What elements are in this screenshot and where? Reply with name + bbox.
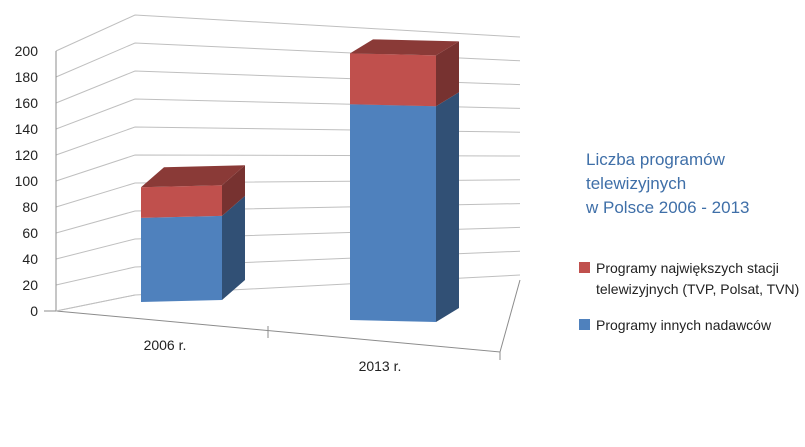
y-tick-label: 180 [15, 69, 39, 85]
y-tick-label: 200 [15, 43, 39, 59]
bar-segment-side [436, 41, 459, 107]
legend-swatch-major-stations [579, 262, 590, 273]
chart-title-line-2: telewizyjnych [586, 174, 687, 193]
bar-segment-side [222, 195, 245, 300]
axes [44, 51, 521, 360]
chart-title-line-1: Liczba programów [586, 150, 725, 169]
bar-segment [350, 104, 436, 322]
floor-left-edge [55, 294, 136, 312]
bars [141, 39, 459, 322]
y-tick-label: 20 [22, 277, 38, 293]
x-category-label: 2013 r. [359, 358, 402, 374]
y-tick-label: 140 [15, 121, 39, 137]
bar-segment [141, 215, 222, 302]
y-tick-label: 60 [22, 225, 38, 241]
chart-title-line-3: w Polsce 2006 - 2013 [586, 198, 750, 217]
gridline [55, 14, 521, 52]
labels: 0 20 40 60 80 100 120 140 160 180 200 2006 r. 2013 r… [15, 43, 402, 374]
bar-segment [350, 53, 436, 107]
bar-segment [141, 185, 222, 218]
legend-item-major-stations: Programy największych stacji telewizyjny… [579, 258, 805, 300]
bar-top [350, 39, 459, 56]
bar-top [141, 165, 245, 188]
y-tick-label: 0 [30, 303, 38, 319]
legend-label-major-stations-line-2: telewizyjnych (TVP, Polsat, TVN) [596, 281, 800, 297]
chart-title: Liczba programów telewizyjnych w Polsce … [586, 148, 796, 220]
y-tick-label: 120 [15, 147, 39, 163]
y-tick-label: 160 [15, 95, 39, 111]
bar-segment-side [222, 165, 245, 216]
legend-label-other-broadcasters: Programy innych nadawców [596, 317, 772, 333]
legend: Programy największych stacji telewizyjny… [579, 258, 805, 336]
x-category-label: 2006 r. [144, 337, 187, 353]
bar-segment-side [436, 92, 459, 322]
y-tick-label: 100 [15, 173, 39, 189]
legend-label-major-stations-line-1: Programy największych stacji [596, 260, 779, 276]
legend-swatch-other-broadcasters [579, 319, 590, 330]
legend-item-other-broadcasters: Programy innych nadawców [579, 315, 805, 336]
y-tick-label: 40 [22, 251, 38, 267]
y-tick-label: 80 [22, 199, 38, 215]
